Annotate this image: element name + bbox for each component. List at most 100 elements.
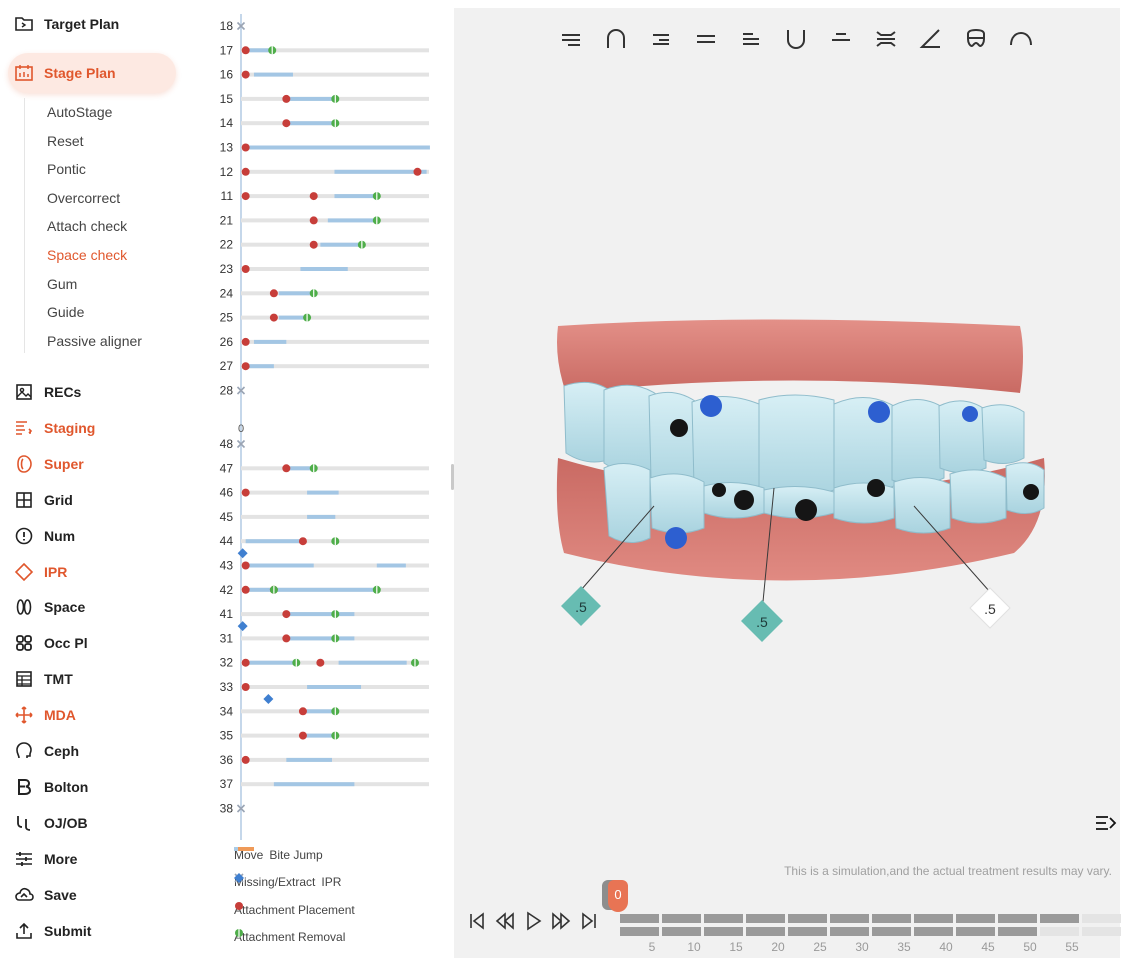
current-stage-marker[interactable]: 0 [602,880,628,912]
ipr-mark-33-0 [263,694,274,704]
nav-stage-plan[interactable]: Stage Plan [14,59,116,87]
ipr-label-1[interactable]: .5 [561,586,601,626]
attachment-removal-split-47-0 [313,464,315,473]
submenu-passive-aligner[interactable]: Passive aligner [47,332,142,349]
stage-segment[interactable] [830,927,869,936]
nav-label: Save [44,886,77,903]
stage-segment[interactable] [788,927,827,936]
move-bar-44-0 [245,539,301,544]
move-bar-47-0 [286,466,314,471]
lower-occlusal-view-button[interactable] [824,24,858,54]
nav-super[interactable]: Super [14,450,84,478]
stage-segment[interactable] [620,914,659,923]
skip-to-end-icon[interactable] [578,910,600,932]
arch-top-view-button[interactable] [599,24,633,54]
skip-to-start-icon[interactable] [466,910,488,932]
submenu-guide[interactable]: Guide [47,304,85,321]
stage-segment[interactable] [956,914,995,923]
stage-segment[interactable] [662,927,701,936]
stage-segment[interactable] [704,927,743,936]
nav-occ-pl[interactable]: Occ Pl [14,629,88,657]
attachment-placement-15-0 [282,94,291,103]
panel-resize-handle[interactable] [451,464,454,490]
left-lateral-view-button[interactable] [734,24,768,54]
nav-ipr[interactable]: IPR [14,558,67,586]
tooth-number-label: 48 [220,437,234,451]
stage-segment[interactable] [746,927,785,936]
right-lateral-view-button[interactable] [644,24,678,54]
3d-viewer[interactable]: .5 .5 .5 This is a simulation,and the ac… [454,8,1121,958]
nav-grid[interactable]: Grid [14,486,73,514]
tooth-number-label: 21 [220,213,234,227]
stage-segment[interactable] [998,914,1037,923]
nav-label: Num [44,527,76,544]
stage-segment[interactable] [914,927,953,936]
rewind-icon[interactable] [494,910,516,932]
stage-segment[interactable] [1082,914,1121,923]
nav-label: Bolton [44,778,89,795]
tooth-number-label: 13 [220,141,234,155]
front-view-button[interactable] [689,24,723,54]
nav-num[interactable]: Num [14,522,75,550]
submenu-pontic[interactable]: Pontic [47,161,86,178]
ipr-label-3[interactable]: .5 [969,587,1011,629]
nav-ceph[interactable]: Ceph [14,737,79,765]
upper-stage-track[interactable] [620,914,1121,923]
nav-submit[interactable]: Submit [14,917,91,945]
stage-segment[interactable] [830,914,869,923]
submenu-autostage[interactable]: AutoStage [47,104,113,120]
tooth-number-label: 44 [220,534,234,548]
stage-segment[interactable] [872,914,911,923]
nav-bolton[interactable]: Bolton [14,773,88,801]
attachment-placement-14-0 [282,119,291,128]
submenu-gum[interactable]: Gum [47,275,78,292]
stage-segment[interactable] [914,914,953,923]
submenu-attach-check[interactable]: Attach check [47,218,128,235]
ipr-label-2[interactable]: .5 [741,600,783,642]
lower-stage-track[interactable] [620,927,1121,936]
nav-recs[interactable]: RECs [14,378,81,406]
arch-bottom-view-button[interactable] [779,24,813,54]
submenu-overcorrect[interactable]: Overcorrect [47,189,121,206]
upper-occlusal-view-button[interactable] [554,24,588,54]
nav-space[interactable]: Space [14,593,85,621]
space-icon [14,597,34,617]
stage-track-27 [241,364,429,369]
submenu-reset[interactable]: Reset [47,132,84,149]
stage-segment[interactable] [998,927,1037,936]
image-icon [14,382,34,402]
stage-tick-label: 35 [897,940,911,954]
stage-segment[interactable] [1040,914,1079,923]
angle-view-button[interactable] [914,24,948,54]
stage-segment[interactable] [704,914,743,923]
stage-segment[interactable] [620,927,659,936]
stage-segment[interactable] [872,927,911,936]
separate-view-button[interactable] [869,24,903,54]
arch-icon [1010,31,1032,46]
nav-target-plan[interactable]: Target Plan [14,10,119,38]
submenu-space-check[interactable]: Space check [47,247,128,263]
play-icon[interactable] [522,910,544,932]
nav-oj-ob[interactable]: OJ/OB [14,809,88,837]
arch-view-button[interactable] [1004,24,1038,54]
fast-forward-icon[interactable] [550,910,572,932]
tooth-number-label: 47 [220,461,234,475]
stage-segment[interactable] [1040,927,1079,936]
nav-save[interactable]: Save [14,881,77,909]
nav-tmt[interactable]: TMT [14,665,73,693]
nav-mda[interactable]: MDA [14,701,76,729]
attachment-placement-12-1 [413,167,422,176]
stage-segment[interactable] [662,914,701,923]
nav-more[interactable]: More [14,845,77,873]
tooth-view-button[interactable] [959,24,993,54]
nav-staging[interactable]: Staging [14,414,95,442]
staging-chart[interactable]: 18 17 16 15 14 13 12 11 21 22 23 24 25 26 27 28 0 48 47 46 4… [196,0,446,961]
stage-segment[interactable] [788,914,827,923]
tooth-number-label: 45 [220,510,234,524]
stage-segment[interactable] [1082,927,1121,936]
stage-segment[interactable] [746,914,785,923]
dental-model-view[interactable]: .5 .5 .5 [454,8,1120,868]
collapse-menu-icon[interactable] [1094,811,1118,835]
attachment-removal-split-44-0 [334,537,336,546]
stage-segment[interactable] [956,927,995,936]
